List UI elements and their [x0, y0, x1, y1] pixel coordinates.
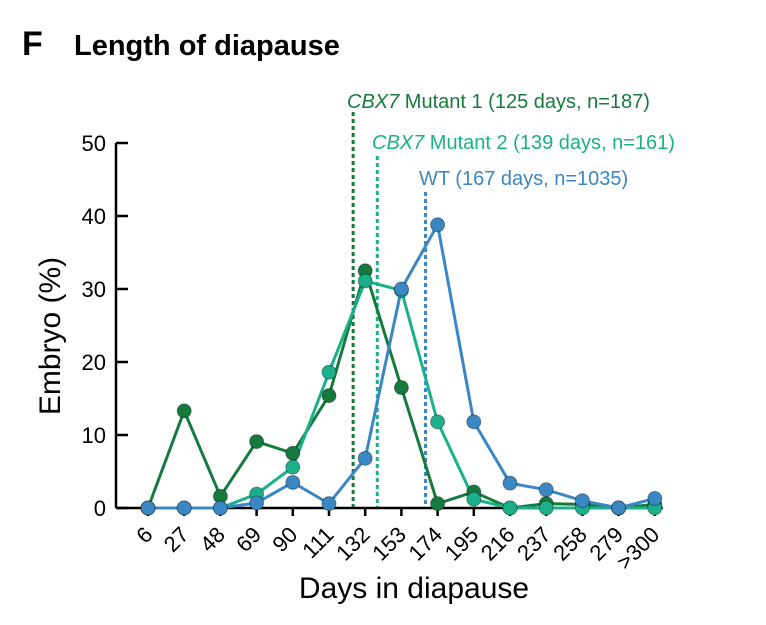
data-point-wt: [285, 474, 301, 490]
x-tick-label: 69: [231, 522, 266, 557]
x-tick-label: 153: [367, 522, 411, 566]
data-point-wt: [212, 500, 228, 516]
data-point-wt: [611, 500, 627, 516]
series-group: [140, 217, 663, 516]
data-point-wt: [357, 450, 373, 466]
data-point-wt: [393, 281, 409, 297]
data-point-mutant1: [285, 445, 301, 461]
x-tick-label: >300: [612, 522, 665, 575]
x-tick-label: 174: [403, 522, 447, 566]
y-tick-label: 0: [94, 496, 106, 521]
data-point-mutant2: [502, 500, 518, 516]
data-point-mutant2: [430, 414, 446, 430]
panel-letter: F: [22, 25, 43, 63]
x-tick-label: 216: [476, 522, 520, 566]
data-point-wt: [176, 500, 192, 516]
panel-title: Length of diapause: [74, 30, 340, 62]
x-tick-label: 195: [440, 522, 484, 566]
x-tick-label: 48: [195, 522, 230, 557]
data-point-wt: [321, 496, 337, 512]
x-tick-label: 132: [331, 522, 375, 566]
mean-lines-group: [351, 112, 428, 508]
data-point-wt: [430, 217, 446, 233]
y-tick-label: 40: [82, 204, 106, 229]
y-axis-title: Embryo (%): [34, 257, 67, 415]
data-point-mutant2: [357, 273, 373, 289]
data-point-mutant1: [393, 380, 409, 396]
y-tick-label: 10: [82, 423, 106, 448]
y-tick-label: 30: [82, 277, 106, 302]
data-point-wt: [538, 482, 554, 498]
data-point-mutant2: [538, 500, 554, 516]
x-tick-label: 258: [548, 522, 592, 566]
annotations-group: CBX7 Mutant 1 (125 days, n=187) CBX7 Muta…: [347, 91, 675, 190]
x-tick-label: 90: [267, 522, 302, 557]
series-line-wt: [148, 223, 656, 510]
y-tick-label: 50: [82, 131, 106, 156]
data-point-mutant2: [321, 364, 337, 380]
data-point-wt: [574, 493, 590, 509]
y-tick-label: 20: [82, 350, 106, 375]
data-point-mutant1: [430, 496, 446, 512]
data-point-wt: [647, 491, 663, 507]
data-point-mutant1: [321, 388, 337, 404]
x-tick-label: 6: [131, 522, 157, 548]
series-label-mutant2: CBX7 Mutant 2 (139 days, n=161): [372, 132, 675, 154]
x-tick-label: 237: [512, 522, 556, 566]
data-point-mutant2: [466, 491, 482, 507]
data-point-mutant2: [285, 459, 301, 475]
data-point-wt: [249, 495, 265, 511]
data-point-mutant1: [249, 434, 265, 450]
data-point-mutant1: [176, 403, 192, 419]
data-point-wt: [140, 500, 156, 516]
series-label-mutant1: CBX7 Mutant 1 (125 days, n=187): [347, 91, 650, 113]
x-tick-label: 27: [159, 522, 194, 557]
x-tick-label: 111: [297, 522, 338, 563]
x-axis-title: Days in diapause: [299, 572, 529, 605]
data-point-wt: [466, 414, 482, 430]
data-point-wt: [502, 475, 518, 491]
series-label-wt: WT (167 days, n=1035): [419, 168, 628, 190]
